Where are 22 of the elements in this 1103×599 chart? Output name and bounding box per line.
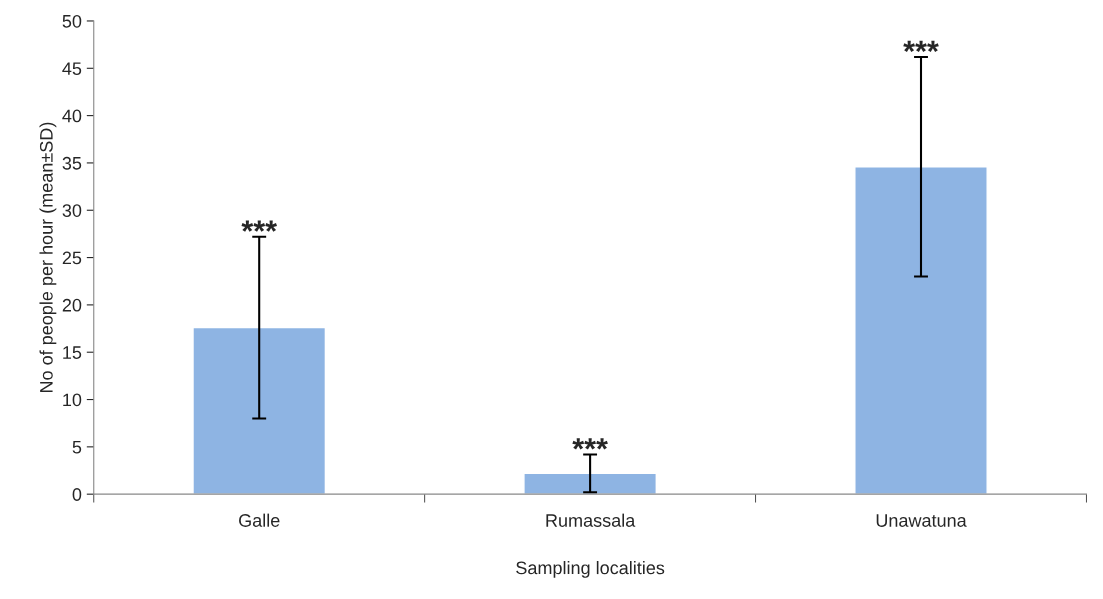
annotation: *** — [572, 438, 608, 450]
y-tick-label: 5 — [72, 440, 82, 454]
x-tick-label: Galle — [239, 513, 280, 527]
y-tick-label: 50 — [62, 14, 82, 28]
y-tick-label: 0 — [72, 488, 82, 501]
annotation: *** — [241, 220, 278, 232]
y-axis-title: No of people per hour (mean±SD) — [39, 122, 57, 393]
y-tick-label: 40 — [62, 109, 82, 123]
bar — [854, 166, 988, 495]
y-tick-label: 10 — [63, 393, 82, 407]
y-tick-label: 20 — [62, 298, 82, 312]
x-axis-title: Sampling localities — [516, 561, 665, 578]
y-tick-label: 15 — [63, 346, 82, 359]
y-tick-label: 25 — [62, 251, 82, 265]
x-tick-label: Unawatuna — [876, 514, 967, 527]
annotation: *** — [903, 40, 939, 53]
x-tick-label: Rumassala — [546, 513, 636, 527]
y-tick-label: 35 — [62, 156, 82, 170]
y-tick-label: 45 — [62, 62, 82, 76]
y-tick-label: 30 — [62, 204, 82, 217]
bar — [192, 326, 327, 495]
bar — [523, 472, 657, 495]
